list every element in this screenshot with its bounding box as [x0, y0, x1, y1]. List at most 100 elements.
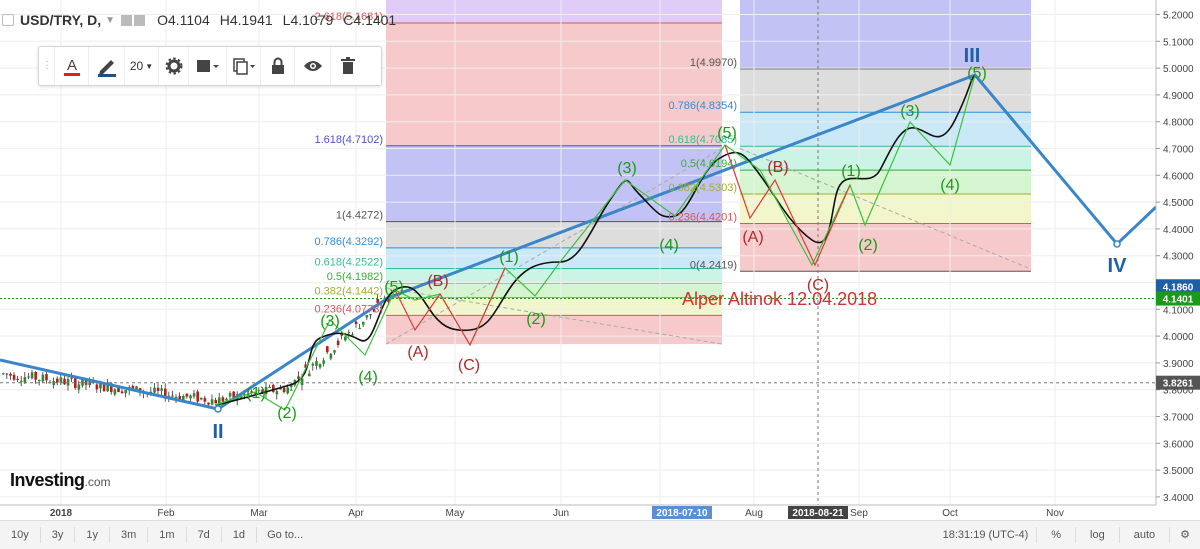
wave-label: (3)	[320, 313, 340, 330]
fib1-zone	[386, 247, 722, 269]
candle-body	[135, 386, 138, 391]
range-button-1y[interactable]: 1y	[75, 527, 110, 543]
candle-body	[264, 386, 268, 395]
x-tick-label: Jun	[553, 508, 569, 519]
fib1-zone	[386, 282, 722, 298]
candle-body	[110, 383, 113, 393]
chevron-down-icon[interactable]: ▼	[105, 14, 116, 26]
y-tick-label: 4.8000	[1163, 118, 1194, 129]
goto-button[interactable]: Go to...	[267, 529, 304, 541]
candle-body	[228, 393, 232, 397]
y-tick-label: 4.1000	[1163, 305, 1194, 316]
gear-icon[interactable]: ⚙	[1180, 529, 1190, 541]
settings-icon[interactable]	[121, 14, 133, 26]
elliott-wave-line	[0, 73, 1158, 411]
range-button-10y[interactable]: 10y	[0, 527, 41, 543]
collapse-icon[interactable]	[2, 14, 14, 26]
wave-label: IV	[1108, 255, 1128, 277]
candle-body	[59, 377, 63, 383]
candle-body	[358, 328, 361, 330]
footer-right: 18:31:19 (UTC-4) % log auto ⚙	[935, 527, 1200, 543]
candle-body	[38, 379, 41, 381]
chevron-down-icon: ▼	[145, 61, 154, 71]
candle-body	[77, 384, 81, 390]
logo-text: Investing	[10, 470, 85, 490]
wave-pivot	[214, 405, 222, 413]
range-button-1d[interactable]: 1d	[222, 527, 258, 543]
candle-body	[56, 378, 59, 383]
candle-body	[160, 388, 163, 391]
template-icon[interactable]	[189, 47, 227, 85]
close-icon[interactable]	[134, 14, 146, 26]
pencil-icon[interactable]	[89, 47, 125, 85]
x-tick-label: Oct	[942, 508, 958, 519]
candle-body	[351, 334, 354, 336]
percent-toggle[interactable]: %	[1037, 527, 1077, 543]
wave-label: (2)	[526, 311, 546, 328]
wave-label: (2)	[858, 237, 878, 254]
candle-body	[164, 388, 167, 399]
gear-icon[interactable]	[159, 47, 189, 85]
drag-handle-icon[interactable]: ⋮	[39, 47, 55, 85]
range-button-1m[interactable]: 1m	[148, 527, 187, 543]
logo-suffix: .com	[84, 475, 111, 489]
candle-body	[344, 336, 347, 341]
range-button-3m[interactable]: 3m	[110, 527, 149, 543]
fib2-zone	[740, 170, 1031, 194]
clone-icon[interactable]	[227, 47, 261, 85]
x-highlight-label: 2018-08-21	[792, 508, 844, 519]
candle-body	[203, 397, 207, 402]
drawing-toolbar: ⋮ A 20 ▼	[38, 46, 382, 86]
candle-body	[250, 391, 253, 393]
candle-body	[340, 333, 343, 336]
annotation-text: Alper Altinok 12.04.2018	[682, 289, 877, 309]
text-color-icon[interactable]: A	[55, 47, 89, 85]
candle-body	[207, 402, 210, 405]
fib-level-label: 0.236(4.0773)	[315, 303, 384, 315]
range-button-7d[interactable]: 7d	[187, 527, 222, 543]
candle-body	[225, 398, 228, 401]
candle-body	[113, 389, 117, 395]
candle-body	[322, 360, 325, 364]
eye-icon[interactable]	[295, 47, 331, 85]
x-tick-label: May	[446, 508, 465, 519]
wave-label: (C)	[458, 357, 480, 374]
x-tick-label: Sep	[850, 508, 868, 519]
candle-body	[372, 309, 376, 312]
fib2-zone	[740, 223, 1031, 272]
log-toggle[interactable]: log	[1076, 527, 1120, 543]
size-select[interactable]: 20 ▼	[125, 47, 159, 85]
candle-body	[210, 399, 214, 405]
wave-label: (1)	[499, 249, 519, 266]
candle-body	[23, 377, 27, 383]
svg-text:A: A	[66, 57, 76, 74]
fib-level-label: 1(4.9970)	[690, 57, 737, 69]
candle-body	[333, 350, 336, 353]
low-value: L4.1079	[282, 12, 334, 28]
auto-toggle[interactable]: auto	[1120, 527, 1171, 543]
y-tick-label: 5.2000	[1163, 11, 1194, 22]
candle-body	[200, 397, 203, 400]
x-tick-label: Feb	[157, 508, 175, 519]
fib-level-label: 1(4.4272)	[336, 210, 383, 222]
y-tick-label: 3.6000	[1163, 439, 1194, 450]
fib-level-label: 2.618(5.1681)	[315, 11, 384, 23]
candle-body	[254, 392, 257, 394]
fib-level-label: 0(4.2419)	[690, 259, 737, 271]
trend-dashed-line	[385, 148, 723, 345]
x-highlight-tag	[788, 506, 848, 519]
investing-logo[interactable]: Investing .com	[10, 470, 111, 491]
y-tick-label: 4.7000	[1163, 145, 1194, 156]
candle-body	[243, 394, 246, 396]
close-value: C4.1401	[343, 12, 397, 28]
wave-label: (2)	[277, 405, 297, 422]
range-button-3y[interactable]: 3y	[41, 527, 76, 543]
wave-zigzag-red	[724, 144, 851, 267]
symbol-label[interactable]: USD/TRY, D,	[20, 12, 102, 28]
candle-body	[329, 353, 333, 359]
trash-icon[interactable]	[331, 47, 365, 85]
price-tag	[1156, 291, 1200, 306]
candle-body	[189, 395, 192, 399]
lock-icon[interactable]	[261, 47, 295, 85]
